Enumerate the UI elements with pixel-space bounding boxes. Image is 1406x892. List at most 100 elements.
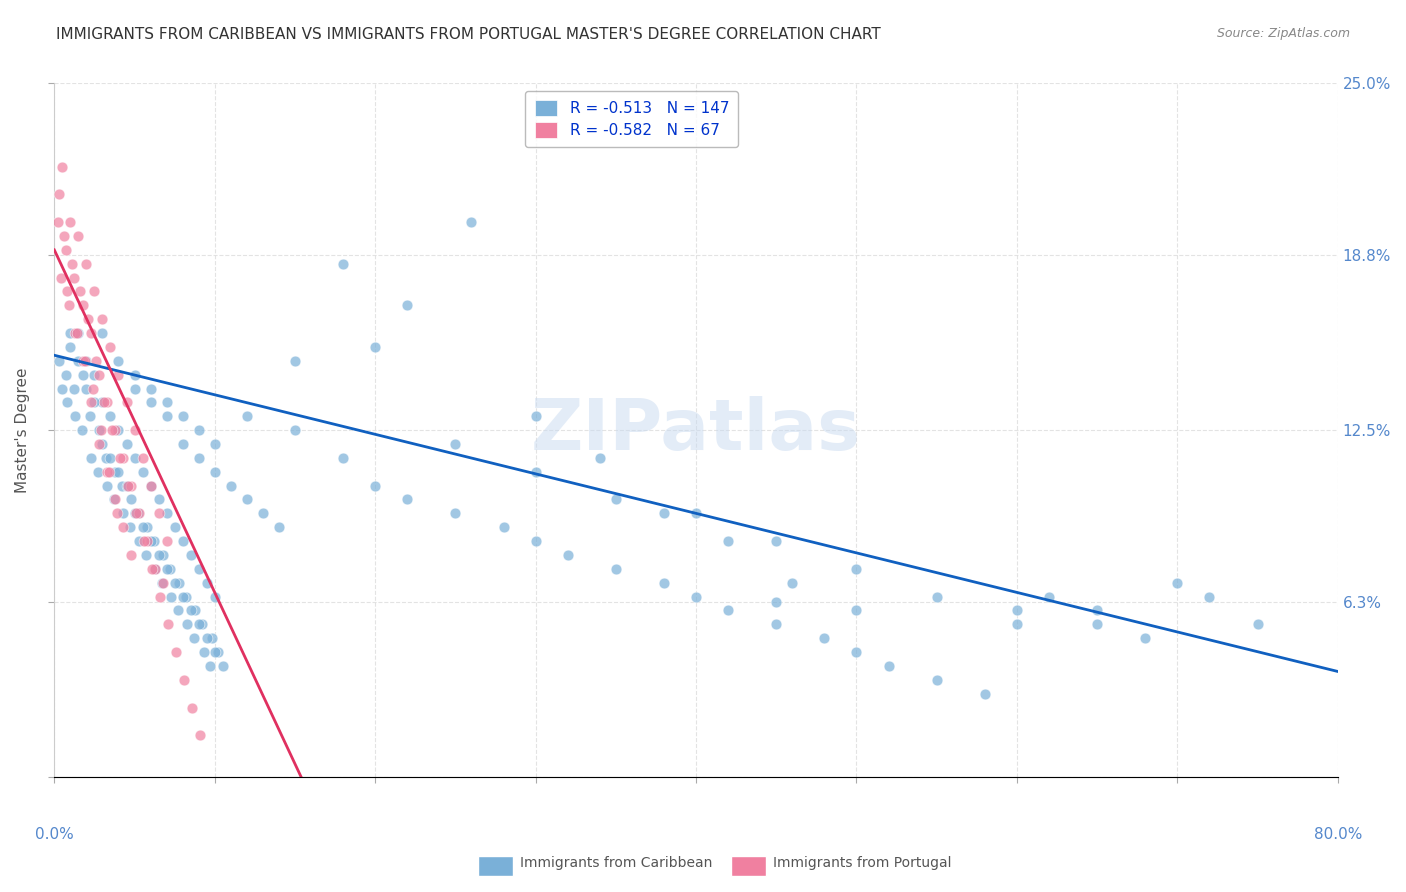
Point [444, 437, 467, 451]
Point [124, 423, 146, 437]
Point [67, 353, 90, 368]
Text: Immigrants from Portugal: Immigrants from Portugal [773, 855, 952, 870]
Point [163, 575, 186, 590]
Point [332, 450, 354, 465]
Point [124, 450, 146, 465]
Point [96, 395, 118, 409]
Point [91, 326, 114, 340]
Point [58, 298, 80, 312]
Point [219, 478, 242, 492]
Point [765, 595, 787, 609]
Point [492, 520, 515, 534]
Point [460, 215, 482, 229]
Point [717, 534, 740, 549]
Point [93, 395, 115, 409]
Point [80, 450, 103, 465]
Point [925, 673, 948, 687]
Point [204, 645, 226, 659]
Point [139, 382, 162, 396]
Point [1085, 603, 1108, 617]
Point [207, 645, 229, 659]
Point [139, 395, 162, 409]
Point [48, 187, 70, 202]
Point [52, 229, 75, 244]
Point [127, 507, 149, 521]
Point [150, 575, 173, 590]
Point [180, 603, 202, 617]
Legend: R = -0.513   N = 147, R = -0.582   N = 67: R = -0.513 N = 147, R = -0.582 N = 67 [526, 91, 738, 147]
Point [67, 229, 90, 244]
Point [1198, 590, 1220, 604]
Point [124, 507, 146, 521]
Point [56, 285, 79, 299]
Point [91, 312, 114, 326]
Point [94, 450, 117, 465]
Point [148, 548, 170, 562]
Point [97, 465, 120, 479]
Point [155, 562, 177, 576]
Point [845, 603, 868, 617]
Point [765, 617, 787, 632]
Point [120, 478, 142, 492]
Text: 80.0%: 80.0% [1313, 827, 1362, 842]
Point [90, 423, 112, 437]
Point [187, 423, 209, 437]
Point [131, 450, 153, 465]
Point [55, 368, 77, 382]
Point [148, 507, 170, 521]
Point [115, 478, 138, 492]
Point [91, 437, 114, 451]
Point [120, 548, 142, 562]
Point [75, 353, 97, 368]
Point [49, 270, 72, 285]
Point [120, 492, 142, 507]
Point [1166, 575, 1188, 590]
Point [364, 478, 387, 492]
Point [160, 590, 183, 604]
Point [685, 507, 707, 521]
Point [72, 368, 94, 382]
Point [765, 534, 787, 549]
Point [396, 298, 419, 312]
Point [131, 520, 153, 534]
Point [55, 243, 77, 257]
Point [75, 382, 97, 396]
Text: Source: ZipAtlas.com: Source: ZipAtlas.com [1216, 27, 1350, 40]
Point [115, 395, 138, 409]
Point [83, 285, 105, 299]
Point [166, 603, 188, 617]
Point [103, 492, 125, 507]
Point [236, 409, 259, 424]
Point [198, 659, 221, 673]
Point [149, 590, 172, 604]
Point [396, 492, 419, 507]
Point [184, 603, 207, 617]
Point [236, 492, 259, 507]
Point [172, 534, 194, 549]
Point [187, 450, 209, 465]
Point [128, 534, 150, 549]
Point [134, 534, 156, 549]
Point [63, 326, 86, 340]
Point [46, 215, 69, 229]
Point [284, 423, 307, 437]
Point [124, 368, 146, 382]
Point [100, 409, 122, 424]
Point [193, 645, 215, 659]
Point [163, 520, 186, 534]
Point [145, 562, 167, 576]
Point [157, 617, 180, 632]
Point [62, 270, 84, 285]
Point [108, 450, 131, 465]
Point [172, 437, 194, 451]
Point [112, 450, 135, 465]
Y-axis label: Master's Degree: Master's Degree [15, 368, 30, 493]
Point [139, 534, 162, 549]
Point [100, 340, 122, 354]
Point [77, 312, 100, 326]
Point [107, 465, 129, 479]
Point [91, 395, 114, 409]
Point [139, 478, 162, 492]
Point [141, 562, 163, 576]
Point [364, 340, 387, 354]
